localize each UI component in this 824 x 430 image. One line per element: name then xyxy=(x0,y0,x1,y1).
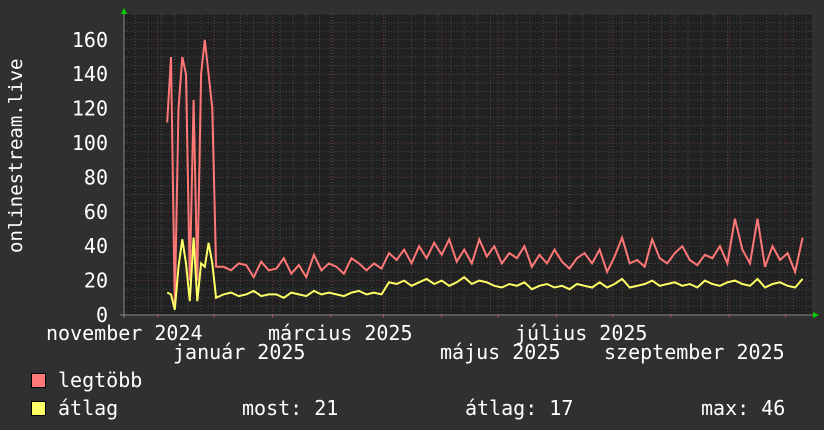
x-tick-label: november 2024 xyxy=(46,321,203,345)
y-tick-label: 140 xyxy=(72,62,108,86)
legend-swatch-avg xyxy=(31,401,46,416)
y-axis-arrow-icon xyxy=(121,8,127,14)
series-line-legtobb xyxy=(166,39,804,307)
stat-now: most: 21 xyxy=(242,396,339,420)
x-tick-label: július 2025 xyxy=(515,321,647,345)
y-tick-labels: 0 20 40 60 80 100 120 140 160 xyxy=(72,28,108,327)
x-tick-labels: november 2024 január 2025 március 2025 m… xyxy=(46,321,785,364)
y-tick-label: 40 xyxy=(84,234,108,258)
x-axis-arrow-icon xyxy=(813,312,819,318)
y-tick-label: 100 xyxy=(72,131,108,155)
y-tick-label: 80 xyxy=(84,165,108,189)
x-tick-label: január 2025 xyxy=(173,340,305,364)
stat-max: max: 46 xyxy=(701,396,786,420)
x-tick-label: március 2025 xyxy=(268,321,413,345)
grid xyxy=(124,13,812,318)
legend-label-avg: átlag xyxy=(58,396,119,420)
y-tick-label: 60 xyxy=(84,200,108,224)
x-tick-label: szeptember 2025 xyxy=(604,340,785,364)
y-tick-label: 160 xyxy=(72,28,108,52)
series-lines xyxy=(166,39,804,311)
stat-average: átlag: 17 xyxy=(465,396,574,420)
legend-label-max: legtöbb xyxy=(58,368,143,392)
x-tick-label: május 2025 xyxy=(440,340,560,364)
y-tick-label: 20 xyxy=(84,269,108,293)
legend-swatch-max xyxy=(31,373,46,388)
y-tick-label: 120 xyxy=(72,97,108,121)
y-tick-label: 0 xyxy=(96,303,108,327)
y-axis-label: onlinestream.live xyxy=(5,58,27,253)
series-line-atlag xyxy=(166,237,804,311)
